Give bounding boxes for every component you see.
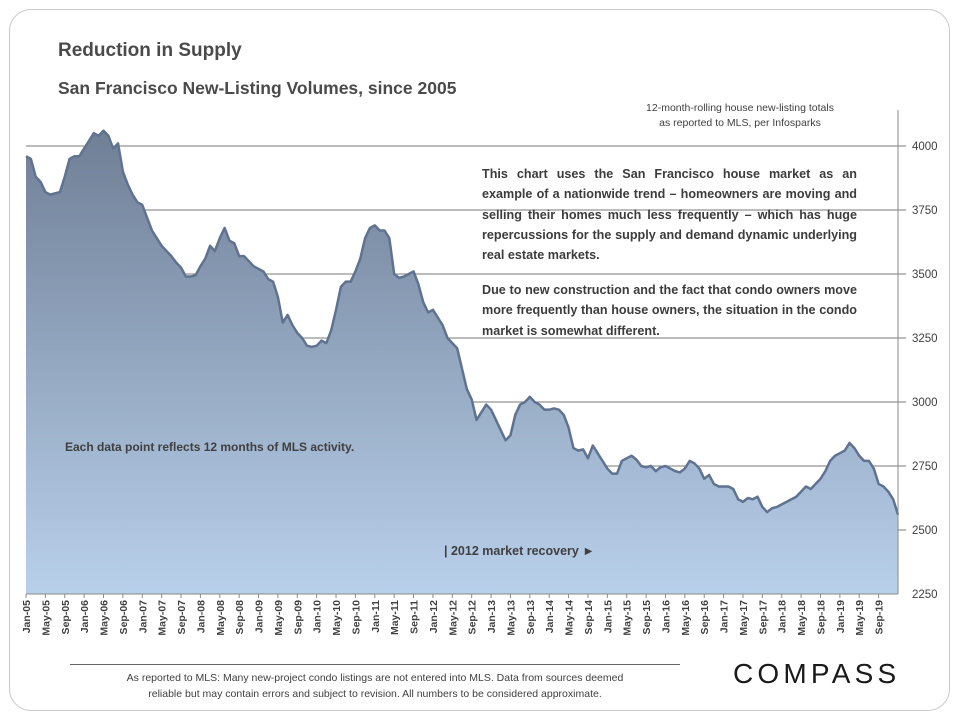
x-tick-label: Jan-13: [486, 600, 498, 633]
market-recovery-annotation: | 2012 market recovery ►: [444, 544, 595, 558]
x-tick-label: Sep-08: [234, 600, 246, 635]
x-tick-label: Sep-06: [118, 600, 130, 635]
x-tick-label: Sep-07: [176, 600, 188, 635]
x-tick-label: May-05: [40, 600, 52, 636]
source-note: 12-month-rolling house new-listing total…: [590, 101, 890, 131]
x-tick-label: Jan-08: [195, 600, 207, 633]
x-tick-label: May-19: [854, 600, 866, 636]
x-tick-label: Jan-19: [835, 600, 847, 633]
footer-disclaimer: As reported to MLS: Many new-project con…: [70, 670, 680, 702]
chart-subtitle: San Francisco New-Listing Volumes, since…: [58, 78, 457, 98]
x-tick-label: May-07: [157, 600, 169, 636]
y-tick-label: 2750: [912, 461, 938, 473]
x-tick-label: Sep-09: [292, 600, 304, 635]
x-tick-label: Jan-16: [660, 600, 672, 633]
y-tick-label: 2250: [912, 589, 938, 601]
footer-line-1: As reported to MLS: Many new-project con…: [126, 672, 624, 684]
x-tick-label: Sep-18: [815, 600, 827, 635]
x-tick-label: Sep-15: [641, 600, 653, 635]
y-tick-label: 3250: [912, 333, 938, 345]
x-tick-label: Jan-15: [602, 600, 614, 633]
x-tick-label: May-15: [622, 600, 634, 636]
x-tick-label: Sep-17: [757, 600, 769, 635]
explanation-paragraph-2: Due to new construction and the fact tha…: [482, 283, 857, 338]
x-tick-label: Jan-05: [21, 600, 33, 633]
x-tick-label: Jan-14: [544, 600, 556, 633]
x-tick-label: Sep-11: [409, 600, 421, 634]
x-tick-label: May-08: [215, 600, 227, 636]
explanation-paragraph-1: This chart uses the San Francisco house …: [482, 167, 857, 263]
x-tick-label: Jan-10: [312, 600, 324, 633]
x-tick-label: May-10: [331, 600, 343, 636]
x-tick-label: May-17: [738, 600, 750, 636]
x-tick-label: Jan-09: [254, 600, 266, 633]
data-point-annotation: Each data point reflects 12 months of ML…: [65, 440, 355, 454]
y-tick-labels: 2250 2500 2750 3000 3250 3500 3750 4000: [912, 141, 938, 601]
compass-logo: COMPASS: [733, 658, 901, 689]
y-tick-label: 3000: [912, 397, 938, 409]
x-tick-label: May-11: [389, 600, 401, 635]
x-tick-label: Jan-06: [79, 600, 91, 633]
x-tick-label: May-13: [505, 600, 517, 636]
page-title: Reduction in Supply: [58, 40, 242, 61]
x-tick-label: Sep-12: [467, 600, 479, 635]
x-tick-label: May-12: [447, 600, 459, 636]
x-tick-label: Sep-13: [525, 600, 537, 635]
y-tick-label: 3500: [912, 269, 938, 281]
footer-line-2: reliable but may contain errors and subj…: [148, 688, 602, 700]
x-tick-labels: Jan-05 May-05 Sep-05 Jan-06 May-06 Sep-06 Jan-…: [21, 594, 886, 636]
series-area: [26, 130, 898, 594]
y-tick-label: 4000: [912, 141, 938, 153]
x-tick-label: Jan-11: [370, 600, 382, 633]
x-tick-label: Jan-17: [719, 600, 731, 633]
x-tick-label: Sep-19: [874, 600, 886, 635]
footer-divider: [70, 664, 680, 665]
y-tick-label: 2500: [912, 525, 938, 537]
x-tick-label: Jan-18: [777, 600, 789, 633]
x-tick-label: May-06: [99, 600, 111, 636]
x-tick-label: Sep-10: [350, 600, 362, 635]
y-tick-label: 3750: [912, 205, 938, 217]
series-line: [25, 129, 900, 516]
x-tick-label: May-18: [796, 600, 808, 636]
x-tick-label: May-14: [564, 600, 576, 636]
x-tick-label: Jan-07: [137, 600, 149, 633]
source-note-line-2: as reported to MLS, per Infosparks: [659, 117, 821, 129]
x-tick-label: Sep-14: [583, 600, 595, 635]
x-tick-label: May-09: [273, 600, 285, 636]
source-note-line-1: 12-month-rolling house new-listing total…: [646, 102, 834, 114]
x-tick-label: Jan-12: [428, 600, 440, 633]
x-tick-label: Sep-05: [60, 600, 72, 635]
x-tick-label: May-16: [680, 600, 692, 636]
x-tick-label: Sep-16: [699, 600, 711, 635]
